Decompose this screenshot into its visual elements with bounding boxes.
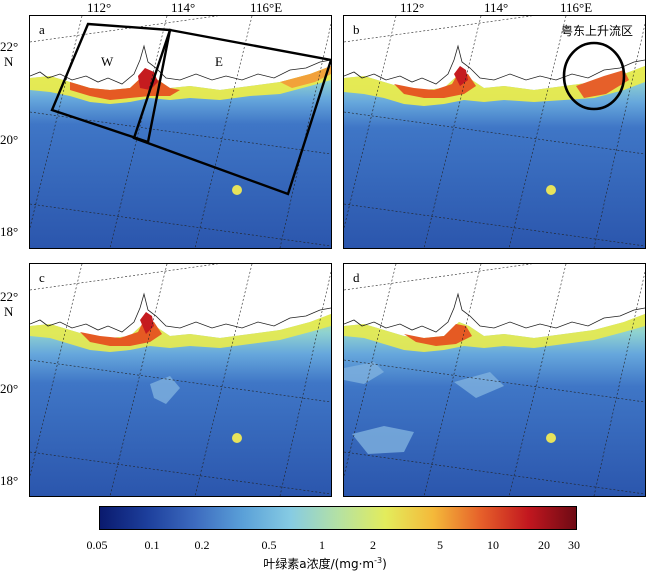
colorbar-tick: 0.5 <box>261 538 277 552</box>
colorbar-title: 叶绿素a浓度/(mg·m-3) <box>0 555 650 572</box>
colorbar-tick: 20 <box>538 538 550 552</box>
region-label-e: E <box>215 54 223 69</box>
upwelling-circle <box>562 41 626 111</box>
lat-label-22-bottom: 22° <box>0 289 19 304</box>
colorbar-title-exponent: -3 <box>374 556 383 565</box>
analysis-boxes <box>50 22 331 196</box>
lon-label-114: 114° <box>171 0 196 15</box>
colorbar-tick: 0.05 <box>86 538 108 552</box>
colorbar <box>99 506 577 530</box>
lat-label-20-bottom: 20° <box>0 381 19 396</box>
chlorophyll-map-d <box>344 264 645 496</box>
chlorophyll-map-a <box>30 16 331 248</box>
panel-label-a: a <box>39 22 45 37</box>
colorbar-gradient <box>100 507 576 529</box>
panel-label-d: d <box>353 270 360 285</box>
colorbar-tick: 30 <box>568 538 580 552</box>
colorbar-tick: 1 <box>319 538 325 552</box>
lat-label-20-top: 20° <box>0 132 19 147</box>
map-panel-a: a W E <box>29 15 332 249</box>
map-panel-c: c <box>29 263 332 497</box>
panel-label-c: c <box>39 270 45 285</box>
upwelling-label: 粤东上升流区 <box>561 24 634 38</box>
colorbar-tick: 10 <box>487 538 499 552</box>
lon-label-112: 112° <box>87 0 112 15</box>
lon-label-112-right: 112° <box>400 0 425 15</box>
colorbar-title-end: ) <box>382 557 387 571</box>
lat-label-n-top: N <box>4 54 14 69</box>
lat-label-18-bottom: 18° <box>0 473 19 488</box>
chlorophyll-map-c <box>30 264 331 496</box>
colorbar-tick: 0.1 <box>144 538 160 552</box>
lon-label-116-right: 116°E <box>560 0 593 15</box>
panel-label-b: b <box>353 22 360 37</box>
lat-label-n-bottom: N <box>4 304 14 319</box>
lon-label-116: 116°E <box>250 0 283 15</box>
chlorophyll-map-b <box>344 16 645 248</box>
map-panel-d: d <box>343 263 646 497</box>
colorbar-tick: 5 <box>437 538 443 552</box>
lat-label-22-top: 22° <box>0 39 19 54</box>
region-label-w: W <box>101 54 114 69</box>
map-panel-b: b 粤东上升流区 <box>343 15 646 249</box>
colorbar-tick: 2 <box>370 538 376 552</box>
colorbar-title-text: 叶绿素a浓度/(mg·m <box>263 557 375 571</box>
lon-label-114-right: 114° <box>484 0 509 15</box>
colorbar-tick: 0.2 <box>194 538 210 552</box>
lat-label-18-top: 18° <box>0 224 19 239</box>
